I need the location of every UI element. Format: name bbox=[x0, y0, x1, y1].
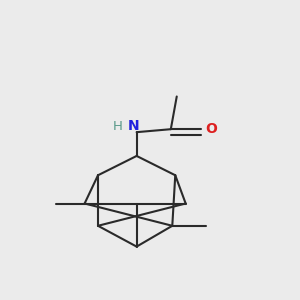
Text: H: H bbox=[112, 120, 122, 133]
Text: O: O bbox=[205, 122, 217, 136]
Text: N: N bbox=[128, 119, 140, 133]
